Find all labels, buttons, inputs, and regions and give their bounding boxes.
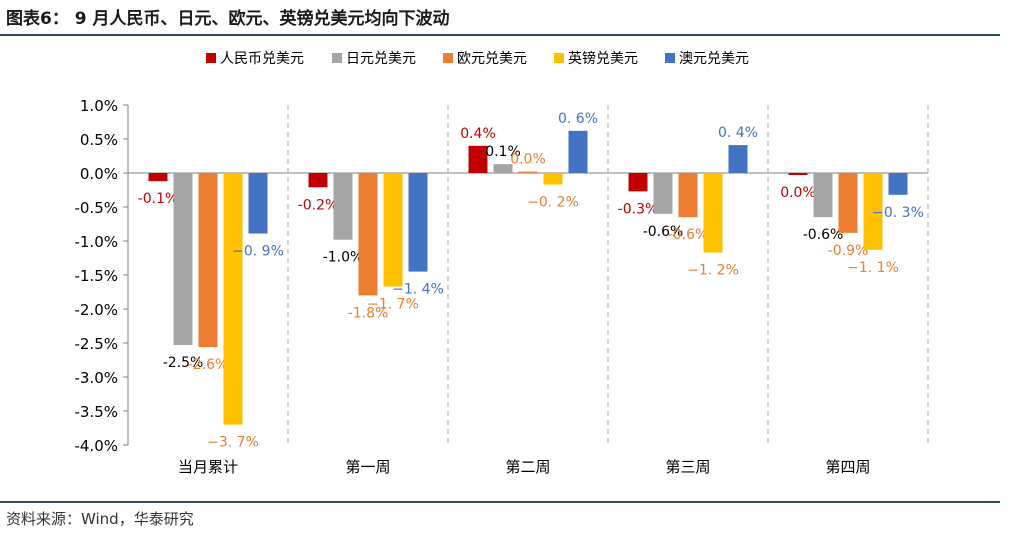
y-tick-label: -1.0% — [74, 233, 118, 251]
data-label: -0.3% — [618, 201, 659, 217]
bar-2-第四周 — [813, 173, 833, 218]
data-label: −0. 3% — [872, 205, 924, 221]
data-label: 0. 4% — [718, 125, 758, 141]
x-tick-label: 第一周 — [345, 458, 390, 476]
data-label: -0.1% — [138, 191, 179, 207]
y-tick-label: -1.5% — [74, 267, 118, 285]
y-tick-label: -0.5% — [74, 199, 118, 217]
data-label: -1.8% — [348, 305, 389, 321]
data-label: −3. 7% — [207, 435, 259, 451]
data-label: −0. 9% — [232, 244, 284, 260]
y-tick-label: -2.0% — [74, 301, 118, 319]
data-label: 0.0% — [780, 185, 816, 201]
bar-chart: 1.0% 0.5% 0.0% -0.5% -1.0% -1.5% -2.0% -2.5% -3.… — [74, 50, 929, 476]
x-tick-label: 第二周 — [505, 458, 550, 476]
x-tick-label: 第三周 — [665, 458, 710, 476]
data-label: -0.2% — [298, 197, 339, 213]
bar-1-第四周 — [788, 173, 808, 176]
bar-5-第二周 — [568, 130, 588, 173]
x-tick-label: 当月累计 — [178, 458, 238, 476]
legend-swatch — [554, 53, 564, 63]
bar-5-当月累计 — [248, 173, 268, 234]
legend-label: 澳元兑美元 — [679, 51, 749, 67]
data-label: -0.6% — [803, 227, 844, 243]
legend-label: 人民币兑美元 — [220, 51, 304, 67]
x-tick-label: 第四周 — [825, 458, 870, 476]
legend-label: 欧元兑美元 — [457, 51, 527, 67]
bar-4-第一周 — [383, 173, 403, 287]
bar-4-第二周 — [543, 173, 563, 185]
data-label: −1. 7% — [367, 297, 419, 313]
bar-3-第三周 — [678, 173, 698, 218]
data-label: 0. 6% — [558, 111, 598, 127]
bar-4-当月累计 — [223, 173, 243, 425]
legend-swatch — [332, 53, 342, 63]
legend-swatch — [443, 53, 453, 63]
data-label: −1. 4% — [392, 282, 444, 298]
data-label: −1. 2% — [687, 263, 739, 279]
y-tick-label: -4.0% — [74, 437, 118, 455]
data-label: -2.6% — [188, 357, 229, 373]
bar-4-第四周 — [863, 173, 883, 250]
bar-3-第四周 — [838, 173, 858, 233]
bar-1-第一周 — [308, 173, 328, 188]
legend-label: 英镑兑美元 — [568, 50, 638, 67]
data-label: −1. 1% — [847, 260, 899, 276]
data-label: -2.5% — [163, 355, 204, 371]
source-note: 资料来源：Wind，华泰研究 — [6, 510, 194, 528]
data-label: -0.6% — [643, 224, 684, 240]
bar-3-第一周 — [358, 173, 378, 296]
y-tick-label: 1.0% — [80, 97, 118, 115]
bar-5-第四周 — [888, 173, 908, 195]
bar-2-第二周 — [493, 164, 513, 173]
legend-label: 日元兑美元 — [346, 51, 416, 67]
bar-1-第三周 — [628, 173, 648, 192]
data-label: 0.4% — [460, 126, 496, 142]
bar-5-第三周 — [728, 145, 748, 173]
bar-1-当月累计 — [148, 173, 168, 182]
chart-title: 图表6： 9 月人民币、日元、欧元、英镑兑美元均向下波动 — [6, 9, 450, 29]
bar-2-第三周 — [653, 173, 673, 214]
data-label: −0. 2% — [527, 195, 579, 211]
y-tick-label: 0.0% — [80, 165, 118, 183]
y-tick-label: -2.5% — [74, 335, 118, 353]
data-label: -0.9% — [828, 243, 869, 259]
bar-4-第三周 — [703, 173, 723, 253]
bar-3-当月累计 — [198, 173, 218, 348]
legend-swatch — [665, 53, 675, 63]
bar-2-当月累计 — [173, 173, 193, 346]
y-tick-label: 0.5% — [80, 131, 118, 149]
y-tick-label: -3.5% — [74, 403, 118, 421]
data-label: -0.6% — [668, 227, 709, 243]
bar-2-第一周 — [333, 173, 353, 240]
legend-swatch — [206, 53, 216, 63]
data-label: 0.0% — [510, 152, 546, 168]
bottom-divider — [0, 501, 1000, 503]
top-divider — [0, 34, 1000, 36]
data-label: 0.1% — [485, 144, 521, 160]
bar-1-第二周 — [468, 145, 488, 173]
data-label: -1.0% — [323, 250, 364, 266]
y-tick-label: -3.0% — [74, 369, 118, 387]
bar-5-第一周 — [408, 173, 428, 272]
bar-3-第二周 — [518, 171, 538, 173]
